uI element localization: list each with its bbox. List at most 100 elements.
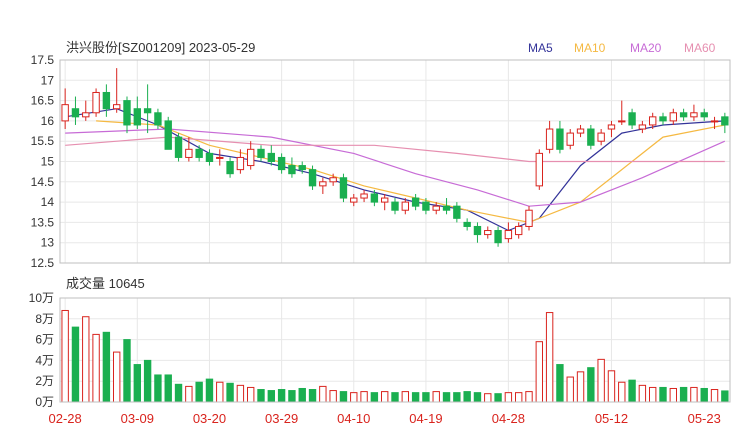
volume-bar xyxy=(195,381,203,403)
volume-bar xyxy=(339,391,348,403)
price-y-tick-label: 14.5 xyxy=(31,175,55,189)
legend-ma10: MA10 xyxy=(574,41,606,55)
candle xyxy=(195,145,203,162)
candle xyxy=(401,198,410,215)
volume-bar xyxy=(535,341,544,403)
candle xyxy=(442,198,451,215)
candle xyxy=(679,108,688,121)
candle xyxy=(267,145,276,166)
candle xyxy=(370,189,379,207)
volume-bar xyxy=(556,364,564,403)
candle xyxy=(628,108,636,130)
candle xyxy=(473,222,482,243)
candle xyxy=(638,120,647,134)
volume-bar xyxy=(525,391,533,403)
volume-bar xyxy=(257,389,265,403)
ma-line-ma60 xyxy=(65,136,725,163)
candlesticks xyxy=(61,68,729,247)
candle xyxy=(422,198,430,215)
volume-bar xyxy=(308,389,317,403)
volume-bar xyxy=(721,390,729,403)
x-tick-label: 03-09 xyxy=(121,411,154,426)
candle xyxy=(154,108,162,130)
volume-y-tick-label: 10万 xyxy=(29,291,54,305)
volume-bar xyxy=(112,351,121,403)
volume-bar xyxy=(618,381,626,403)
volume-bar xyxy=(288,390,296,403)
volume-bar xyxy=(82,316,90,403)
candle xyxy=(92,88,100,117)
candle xyxy=(432,202,440,215)
volume-y-tick-label: 4万 xyxy=(35,353,54,367)
volume-bar xyxy=(628,379,636,403)
volume-bar xyxy=(61,309,69,403)
candle xyxy=(174,133,183,162)
candle xyxy=(463,218,471,231)
volume-bars xyxy=(61,309,729,403)
candle xyxy=(143,84,152,134)
volume-bar xyxy=(319,385,327,403)
volume-panel-frame xyxy=(59,297,731,403)
candle xyxy=(319,177,327,194)
volume-bar xyxy=(226,382,234,403)
candle xyxy=(61,88,69,130)
volume-y-tick-label: 8万 xyxy=(35,312,54,326)
volume-bar xyxy=(432,391,440,403)
volume-bar xyxy=(494,393,502,403)
volume-bar xyxy=(679,386,688,403)
candle xyxy=(185,137,193,162)
volume-bar xyxy=(607,370,616,403)
candle xyxy=(411,193,420,211)
volume-bar xyxy=(401,391,410,403)
candle xyxy=(710,116,719,130)
chart-legend: MA5 MA10 MA20 MA60 xyxy=(528,41,716,55)
volume-bar xyxy=(566,376,574,403)
candle xyxy=(648,112,657,130)
legend-ma20: MA20 xyxy=(630,41,662,55)
price-y-ticks: 17.5 17 16.5 16 15.5 15 14.5 14 13.5 13 12.5 xyxy=(31,53,55,270)
volume-bar xyxy=(133,364,142,403)
chart-title: 洪兴股份[SZ001209] 2023-05-29 xyxy=(66,40,255,55)
volume-bar xyxy=(164,374,172,403)
candle xyxy=(545,120,554,154)
candle xyxy=(618,100,626,125)
candle xyxy=(484,226,492,239)
volume-bar xyxy=(185,385,193,403)
volume-bar xyxy=(484,393,492,403)
volume-bar xyxy=(360,391,368,403)
volume-bar xyxy=(710,389,719,403)
volume-bar xyxy=(298,387,306,403)
candle xyxy=(587,124,595,150)
volume-bar xyxy=(236,384,245,403)
volume-bar xyxy=(504,392,513,403)
volume-y-ticks: 10万 8万 6万 4万 2万 0万 xyxy=(29,291,54,409)
volume-bar xyxy=(277,389,286,403)
candle xyxy=(164,116,172,150)
volume-bar xyxy=(154,374,162,403)
price-y-tick-label: 15 xyxy=(41,155,55,169)
candle xyxy=(82,100,90,121)
x-tick-label: 04-10 xyxy=(337,411,370,426)
price-y-tick-label: 13 xyxy=(41,236,55,250)
price-panel-frame xyxy=(59,59,731,264)
candle xyxy=(339,173,348,203)
candle xyxy=(514,222,523,239)
price-y-tick-label: 13.5 xyxy=(31,215,55,229)
volume-bar xyxy=(690,386,698,403)
candle xyxy=(453,202,461,223)
candle xyxy=(494,226,502,247)
volume-bar xyxy=(659,386,667,403)
price-y-tick-label: 12.5 xyxy=(31,256,55,270)
candle xyxy=(133,96,142,130)
candle xyxy=(576,124,585,138)
candle xyxy=(669,108,678,125)
x-tick-label: 05-23 xyxy=(688,411,721,426)
candle xyxy=(71,96,80,125)
volume-bar xyxy=(391,392,399,403)
volume-bar xyxy=(576,371,585,403)
candle xyxy=(308,165,317,190)
volume-bar xyxy=(350,392,358,403)
candle xyxy=(216,149,224,166)
candle xyxy=(112,68,121,113)
candle xyxy=(277,153,286,174)
